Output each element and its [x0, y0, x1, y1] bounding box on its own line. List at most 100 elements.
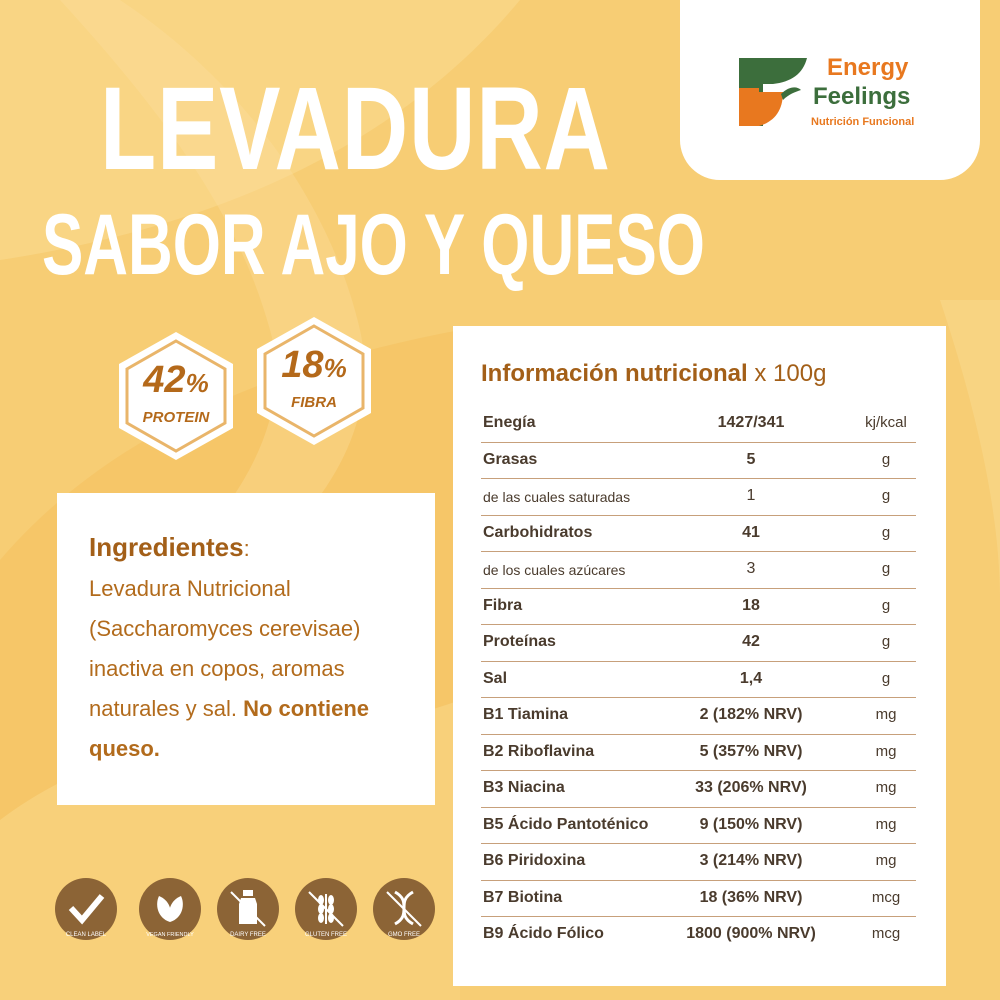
nutrient-unit: g — [881, 560, 891, 577]
nutrition-row: Fibra 18 g — [481, 589, 916, 625]
fibra-badge: 18% FIBRA — [254, 314, 374, 448]
nutrient-value: 3 — [746, 560, 756, 577]
leaves-icon: VEGAN FRIENDLY — [146, 896, 194, 938]
nutrient-value: 33 (206% NRV) — [695, 779, 807, 796]
nutrient-unit: kj/kcal — [865, 414, 907, 431]
nutrient-value: 42 — [742, 633, 760, 650]
fibra-unit: % — [323, 353, 347, 383]
wheat-icon: GLUTEN FREE — [305, 891, 347, 938]
nutrition-title: Información nutricional x 100g — [481, 360, 826, 388]
nutrition-row: B5 Ácido Pantoténico 9 (150% NRV) mg — [481, 808, 916, 844]
nutrient-unit: mg — [875, 706, 897, 723]
ingredients-panel: Ingredientes: Levadura Nutricional (Sacc… — [57, 493, 435, 805]
hexagon-icon — [119, 332, 233, 460]
title-line-1: LEVADURA — [100, 63, 611, 195]
protein-unit: % — [185, 368, 209, 398]
nutrient-unit: mg — [875, 852, 897, 869]
ingredients-text: Levadura Nutricional (Saccharomyces cere… — [89, 576, 361, 721]
nutrient-unit: mcg — [871, 888, 901, 906]
nutrition-title-serving: x 100g — [747, 360, 827, 387]
nutrient-unit: mcg — [871, 925, 901, 942]
nutrient-unit: mg — [875, 815, 897, 833]
nutrient-name: B7 Biotina — [483, 888, 563, 906]
ingredients-text-block: Ingredientes: Levadura Nutricional (Sacc… — [89, 527, 409, 769]
brand-logo-card: Energy Feelings Nutrición Funcional — [680, 0, 980, 180]
nutrient-value: 18 (36% NRV) — [699, 888, 803, 906]
gmo-free-text: GMO FREE — [388, 932, 420, 938]
brand-tagline: Nutrición Funcional — [811, 116, 915, 128]
clean-label-badge: CLEAN LABEL — [55, 878, 121, 944]
nutrient-value: 3 (214% NRV) — [699, 852, 803, 869]
ingredients-colon: : — [243, 536, 250, 561]
dairy-free-text: DAIRY FREE — [230, 932, 266, 938]
milk-bottle-icon: DAIRY FREE — [230, 890, 266, 938]
nutrient-name: B6 Piridoxina — [483, 852, 586, 869]
nutrition-row: Sal 1,4 g — [481, 662, 916, 698]
ingredients-warning: No contiene queso. — [89, 696, 369, 761]
vegan-friendly-badge: VEGAN FRIENDLY — [139, 878, 205, 944]
nutrition-row: B3 Niacina 33 (206% NRV) mg — [481, 771, 916, 808]
nutrient-value: 5 (357% NRV) — [699, 742, 803, 760]
protein-badge: 42% PROTEIN — [116, 329, 236, 463]
brand-logo-icon — [739, 58, 807, 126]
ingredients-heading: Ingredientes — [89, 532, 244, 562]
brand-name-line-1: Energy — [827, 54, 909, 81]
nutrient-value: 18 — [742, 596, 760, 614]
nutrient-unit: mg — [875, 779, 897, 796]
nutrient-name: Sal — [483, 669, 508, 687]
nutrition-row: Enegía 1427/341 kj/kcal — [481, 406, 916, 443]
nutrition-panel: Información nutricional x 100g Enegía 142… — [453, 326, 946, 986]
nutrient-value: 41 — [742, 523, 760, 541]
brand-name-line-2: Feelings — [813, 83, 911, 110]
nutrition-row: de los cuales azúcares 3 g — [481, 552, 916, 589]
protein-value: 42 — [143, 359, 186, 401]
nutrient-unit: mg — [875, 742, 897, 760]
gluten-free-text: GLUTEN FREE — [305, 932, 347, 938]
nutrient-name: Fibra — [483, 596, 523, 614]
nutrition-row: B7 Biotina 18 (36% NRV) mcg — [481, 881, 916, 917]
nutrient-value: 1427/341 — [717, 414, 785, 431]
nutrition-table: Enegía 1427/341 kj/kcal Grasas 5 g de las cual… — [481, 406, 916, 953]
gluten-free-badge: GLUTEN FREE — [295, 878, 361, 944]
nutrient-name: B9 Ácido Fólico — [483, 925, 604, 942]
nutrient-name: B5 Ácido Pantoténico — [483, 815, 649, 833]
nutrition-row: Grasas 5 g — [481, 443, 916, 479]
nutrient-unit: g — [881, 669, 891, 687]
gmo-free-badge: GMO FREE — [373, 878, 439, 944]
nutrient-unit: g — [881, 487, 891, 504]
nutrient-value: 9 (150% NRV) — [699, 815, 803, 833]
nutrient-name: Carbohidratos — [483, 523, 593, 541]
title-line-2: SABOR AJO Y QUESO — [42, 197, 705, 293]
nutrient-value: 2 (182% NRV) — [699, 706, 803, 723]
nutrition-row: B6 Piridoxina 3 (214% NRV) mg — [481, 844, 916, 881]
dna-icon: GMO FREE — [386, 890, 422, 938]
nutrient-name: B1 Tiamina — [483, 706, 569, 723]
nutrient-unit: g — [881, 596, 891, 614]
nutrition-row: B1 Tiamina 2 (182% NRV) mg — [481, 698, 916, 735]
checkmark-icon: CLEAN LABEL — [66, 894, 107, 938]
nutrient-value: 1800 (900% NRV) — [686, 925, 816, 942]
hexagon-icon — [257, 317, 371, 445]
nutrient-unit: g — [881, 523, 891, 541]
nutrient-name: Grasas — [483, 450, 538, 468]
clean-label-text: CLEAN LABEL — [66, 932, 107, 938]
nutrient-name: B2 Riboflavina — [483, 742, 595, 760]
nutrient-value: 5 — [746, 450, 756, 468]
nutrient-unit: g — [881, 633, 891, 650]
nutrient-name: de las cuales saturadas — [483, 489, 631, 505]
nutrient-name: Enegía — [483, 414, 536, 431]
nutrient-name: B3 Niacina — [483, 779, 565, 796]
vegan-friendly-text: VEGAN FRIENDLY — [146, 932, 194, 938]
nutrient-value: 1,4 — [739, 669, 763, 687]
nutrition-row: B2 Riboflavina 5 (357% NRV) mg — [481, 735, 916, 771]
nutrition-row: Proteínas 42 g — [481, 625, 916, 662]
nutrient-name: Proteínas — [483, 633, 556, 650]
protein-label: PROTEIN — [142, 409, 210, 426]
nutrient-value: 1 — [746, 487, 756, 504]
nutrient-unit: g — [881, 450, 891, 468]
nutrition-row: de las cuales saturadas 1 g — [481, 479, 916, 516]
dairy-free-badge: DAIRY FREE — [217, 878, 283, 944]
nutrition-row: B9 Ácido Fólico 1800 (900% NRV) mcg — [481, 917, 916, 953]
nutrient-name: de los cuales azúcares — [483, 562, 626, 578]
fibra-value: 18 — [281, 344, 324, 386]
